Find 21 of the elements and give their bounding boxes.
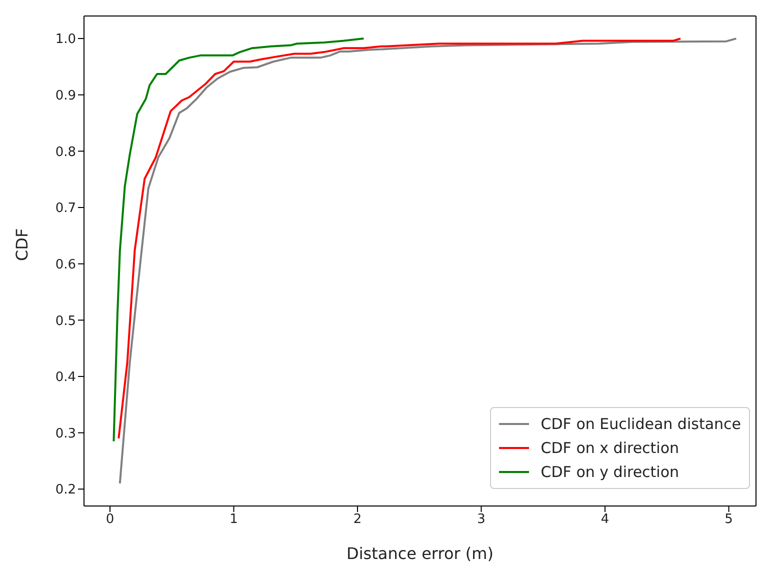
legend-label: CDF on Euclidean distance bbox=[540, 414, 741, 435]
x-tick-label: 4 bbox=[600, 512, 610, 528]
y-tick-label: 0.8 bbox=[55, 144, 76, 160]
x-axis-title: Distance error (m) bbox=[346, 544, 494, 563]
x-tick-label: 5 bbox=[724, 512, 733, 528]
y-axis-title: CDF bbox=[12, 228, 32, 261]
y-tick-label: 0.4 bbox=[55, 370, 76, 386]
y-tick-label: 0.7 bbox=[55, 201, 76, 216]
y-tick-label: 1.0 bbox=[55, 32, 76, 48]
y-tick-label: 0.2 bbox=[55, 482, 76, 498]
y-tick-label: 0.9 bbox=[55, 88, 76, 104]
x-tick-label: 3 bbox=[477, 512, 486, 528]
x-tick-label: 1 bbox=[230, 512, 238, 528]
legend-label: CDF on y direction bbox=[540, 462, 680, 483]
y-tick-label: 0.5 bbox=[55, 314, 76, 329]
line-series bbox=[112, 38, 365, 442]
legend-label: CDF on x direction bbox=[540, 438, 680, 459]
x-tick-label: 2 bbox=[353, 512, 362, 528]
y-tick-label: 0.6 bbox=[55, 257, 76, 272]
x-tick-label: 0 bbox=[106, 512, 114, 528]
y-tick-label: 0.3 bbox=[55, 426, 76, 442]
